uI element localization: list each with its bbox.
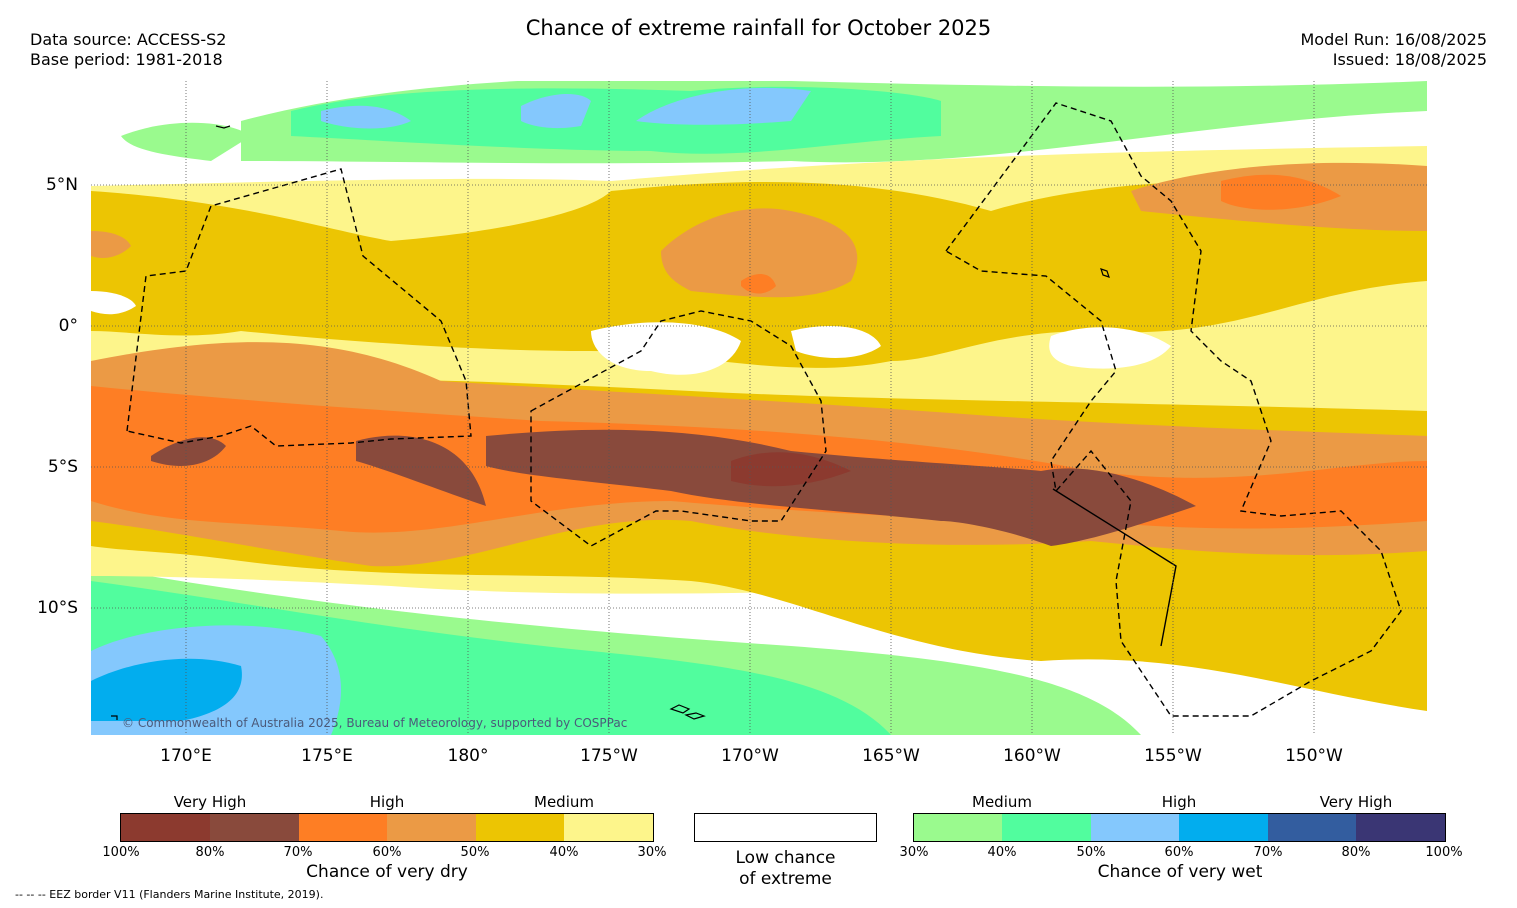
low-chance-swatch [694, 813, 877, 842]
dry-heading-very-high: Very High [173, 793, 247, 811]
dry-tick: 40% [549, 845, 579, 860]
lon-label: 175°E [301, 746, 353, 766]
eez-borders [126, 102, 1402, 717]
run-info: Model Run: 16/08/2025 Issued: 18/08/2025 [1301, 30, 1488, 70]
model-run: Model Run: 16/08/2025 [1300, 30, 1488, 49]
data-info: Data source: ACCESS-S2 Base period: 1981… [30, 30, 226, 70]
wet-tick: 60% [1164, 845, 1194, 860]
wet-tick: 70% [1253, 845, 1283, 860]
data-source: Data source: ACCESS-S2 [30, 30, 227, 49]
lon-label: 165°W [862, 746, 920, 766]
wet-heading-high: High [1161, 793, 1197, 811]
lat-label: 5°N [45, 175, 78, 195]
copyright-credit: © Commonwealth of Australia 2025, Bureau… [122, 716, 628, 730]
wet-swatch [1179, 813, 1268, 841]
dry-50-north [661, 208, 858, 298]
wet-swatch [914, 813, 1002, 841]
low-chance-patch-3 [791, 326, 881, 358]
low-chance-caption-2: of extreme [739, 869, 832, 889]
lat-label: 10°S [37, 598, 78, 618]
wet-swatch [1268, 813, 1356, 841]
wet-tick: 80% [1341, 845, 1371, 860]
lon-label: 180° [447, 746, 489, 766]
dry-80-south [731, 452, 851, 487]
graticule [91, 81, 1427, 735]
wet-caption: Chance of very wet [1097, 862, 1263, 882]
dry-tick: 30% [637, 845, 667, 860]
dry-swatch [564, 813, 653, 841]
rainfall-map [91, 81, 1427, 735]
lon-label: 175°W [580, 746, 638, 766]
dry-swatch [121, 813, 210, 841]
wet-swatch [1356, 813, 1445, 841]
issued-date: Issued: 18/08/2025 [1332, 50, 1487, 69]
dry-swatch [387, 813, 476, 841]
dry-tick: 70% [283, 845, 313, 860]
dry-70-south-c [151, 437, 226, 466]
dry-tick: 60% [372, 845, 402, 860]
map-title: Chance of extreme rainfall for October 2… [525, 16, 992, 40]
islands [111, 125, 1110, 720]
wet-swatch [1091, 813, 1179, 841]
lon-label: 155°W [1144, 746, 1202, 766]
wet-50-north [321, 105, 411, 129]
dry-tick: 80% [195, 845, 225, 860]
wet-heading-medium: Medium [972, 793, 1032, 811]
lon-label: 170°E [160, 746, 212, 766]
lon-label: 150°W [1285, 746, 1343, 766]
dry-60-north-east [1221, 174, 1341, 210]
wet-50-north-b [521, 94, 591, 129]
eez-solid-border [1052, 488, 1177, 647]
lat-label: 0° [58, 316, 78, 336]
dry-swatch [210, 813, 299, 841]
dry-swatch [476, 813, 564, 841]
low-chance-patch-2 [1049, 327, 1171, 369]
dry-70-south [356, 435, 486, 506]
dry-tick: 100% [102, 845, 140, 860]
wet-tick: 30% [899, 845, 929, 860]
wet-tick: 40% [987, 845, 1017, 860]
wet-tick: 50% [1076, 845, 1106, 860]
dry-heading-high: High [369, 793, 405, 811]
wet-colorbar-frame [913, 813, 1446, 842]
lon-label: 160°W [1003, 746, 1061, 766]
wet-heading-very-high: Very High [1319, 793, 1393, 811]
wet-swatch [1002, 813, 1091, 841]
wet-tick: 100% [1425, 845, 1463, 860]
dry-colorbar-frame [120, 813, 654, 842]
wet-50-north-c [636, 87, 811, 125]
wet-60-south [91, 658, 242, 721]
dry-caption: Chance of very dry [306, 862, 468, 882]
dry-heading-medium: Medium [534, 793, 594, 811]
base-period: Base period: 1981-2018 [30, 50, 223, 69]
dry-50-west [91, 231, 131, 258]
eez-border-note: -- -- -- EEZ border V11 (Flanders Marine… [15, 888, 324, 901]
low-chance-patch-4 [91, 291, 136, 315]
lat-label: 5°S [47, 457, 78, 477]
dry-tick: 50% [460, 845, 490, 860]
low-chance-caption-1: Low chance [735, 848, 836, 868]
dry-swatch [299, 813, 387, 841]
lon-label: 170°W [721, 746, 779, 766]
dry-70-south-b [486, 429, 1196, 546]
low-chance-patch-1 [591, 322, 741, 375]
